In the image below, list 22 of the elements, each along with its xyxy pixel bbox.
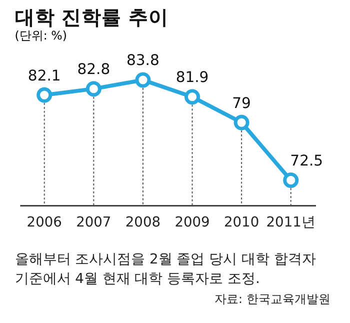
chart-subtitle: (단위: %)	[14, 28, 68, 43]
point	[135, 72, 151, 88]
data-label: 79	[232, 94, 251, 112]
text: 자료: 한국교육개발원	[214, 292, 330, 306]
data-label: 82.8	[77, 61, 110, 78]
point	[36, 87, 52, 103]
point	[234, 114, 250, 130]
point	[184, 89, 200, 105]
x-tick-label: 2009	[174, 214, 210, 230]
point	[283, 172, 299, 188]
data-label: 82.1	[28, 67, 61, 84]
x-tick-label: 2006	[26, 214, 62, 230]
text: 올해부터 조사시점을 2월 졸업 당시 대학 합격자 기준에서 4월 현재 대학 등록자로 조정.	[14, 251, 316, 288]
x-tick-label: 2011년	[266, 214, 316, 230]
x-tick-label: 2010	[224, 214, 260, 230]
x-tick-label: 2007	[76, 214, 112, 230]
point	[86, 81, 102, 97]
data-label: 83.8	[126, 52, 160, 70]
data-label: 72.5	[290, 152, 324, 170]
x-tick-label: 2008	[125, 214, 161, 230]
data-label: 81.9	[176, 69, 209, 86]
chart-title: 대학 진학률 추이	[14, 6, 169, 29]
